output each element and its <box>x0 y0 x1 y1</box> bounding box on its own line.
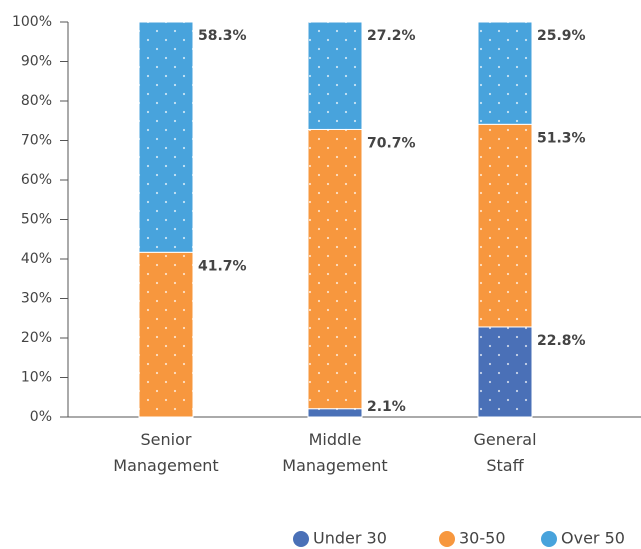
y-tick-label: 30% <box>21 291 52 307</box>
legend-marker <box>439 531 455 547</box>
bar-texture <box>308 22 362 130</box>
value-label: 22.8% <box>537 333 586 349</box>
bar-texture <box>478 124 532 327</box>
value-label: 25.9% <box>537 28 586 44</box>
y-tick-label: 10% <box>21 370 52 386</box>
legend-marker <box>293 531 309 547</box>
y-tick-label: 90% <box>21 54 52 70</box>
y-tick-label: 0% <box>30 409 52 425</box>
value-label: 51.3% <box>537 130 586 146</box>
y-tick-label: 40% <box>21 251 52 267</box>
bar-texture <box>308 129 362 409</box>
legend-label: 30-50 <box>459 529 506 548</box>
y-tick-label: 80% <box>21 93 52 109</box>
y-tick-label: 20% <box>21 330 52 346</box>
bar-texture <box>478 22 532 125</box>
y-tick-label: 50% <box>21 212 52 228</box>
legend-label: Under 30 <box>313 529 387 548</box>
value-label: 27.2% <box>367 28 416 44</box>
y-tick-label: 60% <box>21 172 52 188</box>
value-label: 58.3% <box>198 28 247 44</box>
value-label: 41.7% <box>198 258 247 274</box>
x-tick-label: General Staff <box>473 430 536 475</box>
y-tick-label: 70% <box>21 133 52 149</box>
x-tick-label: Senior Management <box>113 430 218 475</box>
legend-label: Over 50 <box>561 529 625 548</box>
bar-texture <box>478 326 532 417</box>
value-label: 70.7% <box>367 135 416 151</box>
bar-texture <box>139 22 193 253</box>
bar-texture <box>308 408 362 417</box>
x-tick-label: Middle Management <box>282 430 387 475</box>
y-tick-label: 100% <box>12 14 52 30</box>
bar-texture <box>139 252 193 417</box>
value-label: 2.1% <box>367 399 406 415</box>
legend-marker <box>541 531 557 547</box>
